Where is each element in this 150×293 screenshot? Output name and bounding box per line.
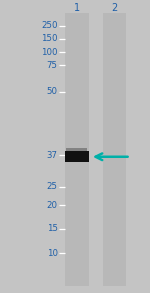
Text: 75: 75	[47, 61, 58, 69]
Text: 37: 37	[47, 151, 58, 160]
Text: 250: 250	[41, 21, 58, 30]
Bar	[65, 13, 88, 286]
Text: 1: 1	[74, 3, 80, 13]
Text: 50: 50	[47, 87, 58, 96]
Text: 150: 150	[41, 35, 58, 43]
Bar	[66, 148, 87, 151]
Text: 25: 25	[47, 183, 58, 191]
Text: 10: 10	[47, 249, 58, 258]
Text: 100: 100	[41, 48, 58, 57]
Text: 15: 15	[47, 224, 58, 233]
Bar	[65, 151, 88, 162]
Text: 20: 20	[47, 201, 58, 209]
Bar	[103, 13, 126, 286]
Text: 2: 2	[112, 3, 118, 13]
